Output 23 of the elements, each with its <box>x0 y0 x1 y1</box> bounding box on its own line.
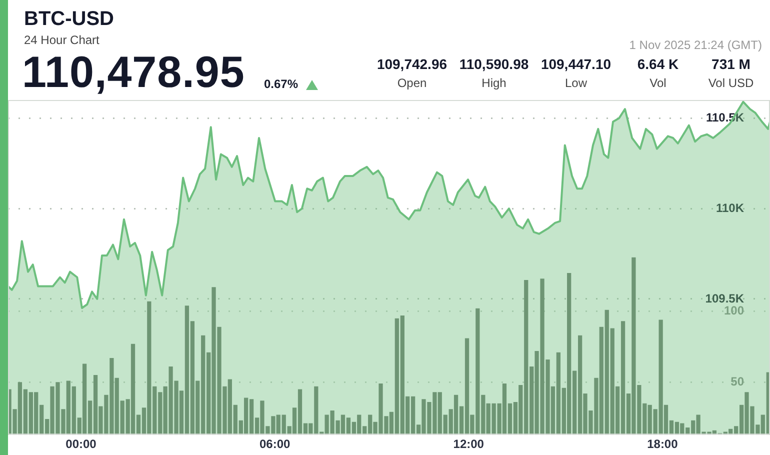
chart-title: BTC-USD <box>24 8 114 31</box>
y2-tick-label: 50 <box>730 374 744 388</box>
text: 109,447.10 <box>540 56 612 72</box>
text: Open <box>396 76 428 90</box>
text: Vol USD <box>707 76 755 90</box>
text: 731 M <box>710 56 752 72</box>
text: 6.64 K <box>637 56 679 72</box>
x-tick-label: 12:00 <box>453 437 484 452</box>
x-tick-label: 06:00 <box>259 437 290 452</box>
text: 0.67% <box>264 77 298 91</box>
text: 110,590.98 <box>459 56 529 72</box>
chart-subtitle: 24 Hour Chart <box>24 33 100 47</box>
text: Low <box>564 76 588 90</box>
text: High <box>480 76 508 90</box>
y2-tick-label: 100 <box>724 304 744 318</box>
text: Vol <box>648 76 668 90</box>
text: 110,478.95 <box>22 48 245 98</box>
y-tick-label: 110K <box>716 200 744 215</box>
x-tick-label: 00:00 <box>66 437 97 452</box>
x-tick-label: 18:00 <box>647 437 678 452</box>
text: 109,742.96 <box>376 56 448 72</box>
y-tick-label: 109.5K <box>705 291 744 306</box>
text: 1 Nov 2025 21:24 (GMT) <box>629 38 762 52</box>
